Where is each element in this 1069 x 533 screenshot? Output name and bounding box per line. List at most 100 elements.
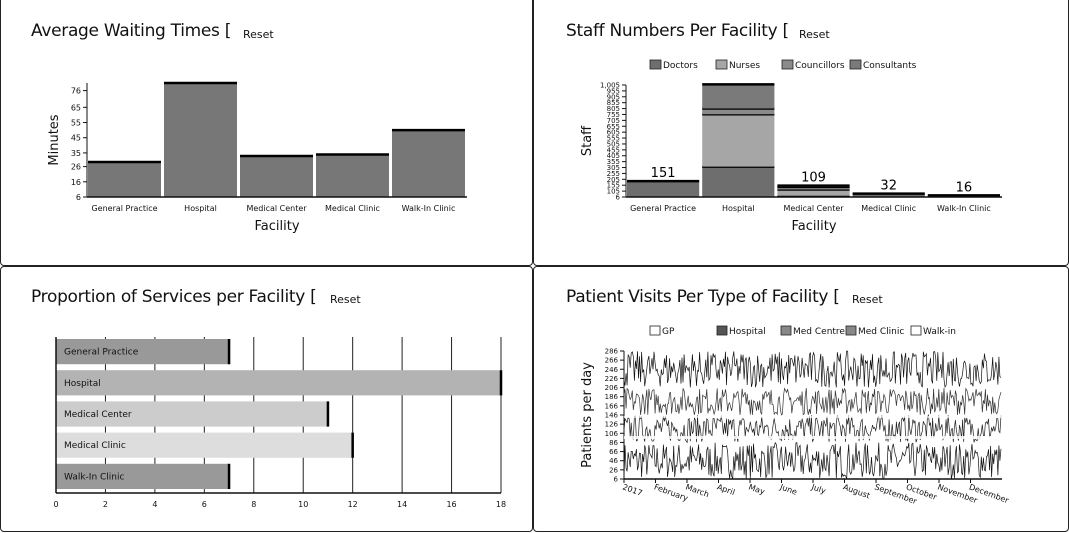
- legend-label-nurses: Nurses: [729, 61, 760, 71]
- bar-medical-clinic[interactable]: [56, 432, 353, 458]
- bar-medical-center[interactable]: [56, 401, 328, 427]
- y-tick-label: 805: [607, 105, 620, 113]
- y-tick-label: 6: [614, 476, 619, 484]
- x-tick-label: Medical Center: [246, 204, 307, 213]
- x-tick-label: General Practice: [91, 204, 157, 213]
- legend-swatch-doctors[interactable]: [649, 59, 662, 70]
- x-tick-label: General Practice: [630, 204, 696, 213]
- y-axis-title: Minutes: [47, 114, 62, 165]
- waiting-times-title: Average Waiting Times [: [31, 21, 232, 41]
- y-tick-label: 455: [607, 146, 620, 154]
- services-proportion-chart[interactable]: 0 2 4 6 8 10 12 14 16 18 General Practice Hospital M…: [1, 267, 533, 532]
- y-tick-label: 16: [71, 178, 81, 187]
- segment-medical-clinic-doctors[interactable]: [852, 193, 925, 197]
- y-tick-label: 76: [71, 87, 81, 96]
- legend-swatch-nurses[interactable]: [715, 59, 728, 70]
- legend-swatch-consultants[interactable]: [849, 59, 862, 70]
- legend-swatch-walk-in[interactable]: [910, 325, 922, 336]
- y-tick-label: 226: [605, 375, 619, 383]
- segment-medical-center-councillors[interactable]: [777, 186, 850, 190]
- segment-general-practice-doctors[interactable]: [627, 181, 700, 197]
- bar-walk-in-clinic[interactable]: [392, 130, 465, 197]
- waiting-times-chart[interactable]: 6 16 26 35 45 55 65 76 General Practice Hospital M…: [1, 0, 533, 266]
- legend-label-gp: GP: [662, 327, 675, 337]
- series-line-gp[interactable]: [624, 436, 1002, 440]
- staff-numbers-title: Staff Numbers Per Facility [: [566, 21, 789, 41]
- segment-hospital-nurses[interactable]: [702, 114, 775, 167]
- legend-label-hospital: Hospital: [729, 327, 766, 337]
- total-label-general-practice: 151: [651, 166, 676, 181]
- x-tick-label: Walk-In Clinic: [937, 204, 991, 213]
- legend-label-walk-in: Walk-in: [923, 327, 956, 337]
- bar-medical-center[interactable]: [240, 155, 313, 197]
- x-axis-title: Facility: [254, 219, 299, 234]
- segment-hospital-consultants[interactable]: [702, 84, 775, 109]
- x-tick-label: Walk-In Clinic: [402, 204, 456, 213]
- staff-numbers-chart[interactable]: Doctors Nurses Councillors Consultants61051…: [534, 0, 1069, 266]
- y-tick-label: 605: [607, 129, 620, 137]
- series-line-med-centre[interactable]: [623, 414, 1002, 444]
- waiting-times-panel: Average Waiting Times [ Reset 6 16 26 35 45 5…: [0, 0, 533, 266]
- bar-label-walk-in-clinic: Walk-In Clinic: [64, 472, 125, 482]
- bar-label-medical-center: Medical Center: [64, 410, 132, 420]
- y-tick-label: 6: [616, 194, 621, 202]
- bar-hospital[interactable]: [56, 370, 501, 396]
- series-line-walk-in[interactable]: [623, 350, 1002, 388]
- x-axis-title: Facility: [791, 219, 836, 234]
- waiting-times-reset-link[interactable]: Reset: [243, 28, 274, 41]
- y-axis-title: Staff: [580, 125, 595, 156]
- legend-swatch-hospital[interactable]: [716, 325, 728, 336]
- y-tick-label: 555: [607, 135, 620, 143]
- bar-walk-in-clinic[interactable]: [56, 463, 230, 489]
- segment-hospital-doctors[interactable]: [702, 166, 775, 197]
- patient-visits-chart[interactable]: GP Hospital Med Centre Med Clinic Walk-in 6 26…: [534, 267, 1069, 532]
- services-proportion-reset-link[interactable]: Reset: [330, 293, 361, 306]
- x-tick-label: June: [778, 482, 798, 497]
- y-tick-label: 286: [605, 348, 619, 356]
- legend-swatch-med-clinic[interactable]: [845, 325, 857, 336]
- y-tick-label: 26: [71, 163, 81, 172]
- x-tick-label: April: [716, 482, 736, 497]
- y-tick-label: 26: [609, 466, 618, 474]
- y-tick-label: 955: [607, 87, 620, 95]
- x-tick-label: 2: [103, 500, 108, 509]
- legend-swatch-gp[interactable]: [649, 325, 661, 336]
- series-line-hospital[interactable]: [623, 441, 1002, 480]
- series-line-walk-in[interactable]: [624, 415, 1002, 418]
- x-tick-label: Hospital: [722, 204, 755, 213]
- y-tick-label: 155: [607, 182, 620, 190]
- y-tick-label: 46: [609, 457, 618, 465]
- x-tick-label: Medical Clinic: [861, 204, 916, 213]
- patient-visits-reset-link[interactable]: Reset: [852, 293, 883, 306]
- staff-numbers-reset-link[interactable]: Reset: [799, 28, 830, 41]
- x-tick-label: 14: [397, 500, 407, 509]
- y-tick-label: 246: [605, 366, 619, 374]
- x-tick-label: July: [809, 482, 827, 496]
- bar-general-practice[interactable]: [88, 162, 161, 197]
- legend-label-doctors: Doctors: [663, 61, 698, 71]
- patient-visits-title: Patient Visits Per Type of Facility [: [566, 287, 840, 307]
- bar-hospital[interactable]: [164, 83, 237, 197]
- y-axis-title: Patients per day: [580, 362, 595, 468]
- services-proportion-panel: Proportion of Services per Facility [ Re…: [0, 266, 533, 532]
- y-tick-label: 45: [71, 134, 81, 143]
- y-tick-label: 266: [605, 357, 619, 365]
- y-tick-label: 146: [605, 412, 619, 420]
- x-tick-label: 4: [152, 500, 157, 509]
- y-tick-label: 255: [607, 170, 620, 178]
- bar-general-practice[interactable]: [56, 339, 230, 365]
- y-tick-label: 855: [607, 99, 620, 107]
- x-tick-label: 6: [202, 500, 207, 509]
- y-tick-label: 126: [605, 421, 619, 429]
- legend-label-councillors: Councillors: [795, 61, 845, 71]
- series-line-med-clinic[interactable]: [623, 387, 1002, 416]
- segment-hospital-councillors[interactable]: [702, 108, 775, 115]
- y-tick-label: 66: [609, 448, 618, 456]
- bar-medical-clinic[interactable]: [316, 154, 389, 197]
- legend-swatch-councillors[interactable]: [781, 59, 794, 70]
- legend-swatch-med-centre[interactable]: [780, 325, 792, 336]
- y-tick-label: 206: [605, 384, 619, 392]
- y-tick-label: 905: [607, 93, 620, 101]
- segment-medical-center-nurses[interactable]: [777, 189, 850, 196]
- legend-label-consultants: Consultants: [863, 61, 917, 71]
